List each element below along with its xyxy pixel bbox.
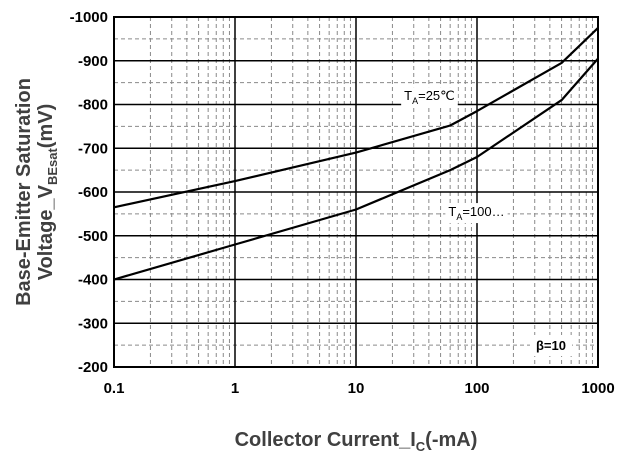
- plot-frame: [113, 16, 599, 368]
- x-axis-title: Collector Current_IC(-mA): [235, 429, 478, 452]
- series-line-1: [113, 57, 599, 281]
- beta-annotation: β=10: [536, 338, 566, 353]
- y-tick-label: -200: [78, 359, 108, 376]
- series-label-100c-background: [445, 203, 508, 224]
- series-label-100c: TA=100…: [448, 204, 504, 222]
- beta-annotation-background: [530, 335, 572, 356]
- series-lines: [113, 27, 599, 281]
- x-tick-label: 0.1: [104, 380, 125, 397]
- series-label-25c: TA=25℃: [404, 88, 455, 106]
- y-tick-label: -700: [78, 140, 108, 157]
- y-tick-label: -300: [78, 315, 108, 332]
- x-tick-label: 10: [348, 380, 365, 397]
- y-axis-title-line2: Voltage_VBEsat(mV): [35, 104, 60, 281]
- y-tick-label: -1000: [70, 9, 108, 26]
- y-tick-label: -500: [78, 228, 108, 245]
- y-tick-labels: -200 -300 -400 -500 -600 -700 -800 -900 -1000: [70, 9, 108, 376]
- y-axis-title-line1: Base-Emitter Saturation: [13, 78, 35, 306]
- y-tick-label: -800: [78, 97, 108, 114]
- y-tick-label: -900: [78, 53, 108, 70]
- y-tick-label: -400: [78, 272, 108, 289]
- x-tick-label: 1: [231, 380, 239, 397]
- x-tick-labels: 0.1 1 10 100 1000: [104, 380, 615, 397]
- y-tick-label: -600: [78, 184, 108, 201]
- x-tick-label: 1000: [581, 380, 614, 397]
- series-line-0: [113, 27, 599, 209]
- series-label-25c-background: [401, 87, 458, 108]
- x-tick-label: 100: [464, 380, 489, 397]
